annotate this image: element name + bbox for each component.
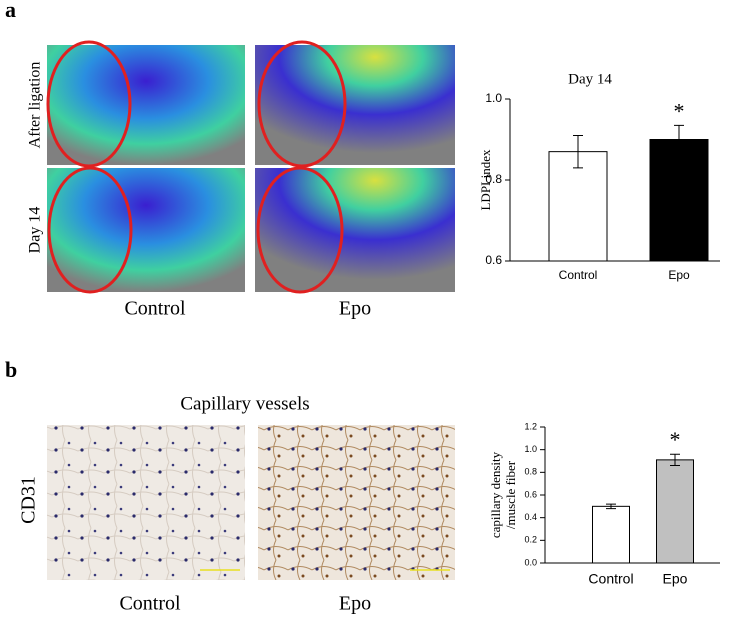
y-tick-label: 1.0 (524, 444, 537, 454)
y-tick-label: 0.2 (524, 535, 537, 545)
row-label: CD31 (18, 476, 40, 524)
column-label: Epo (339, 298, 371, 320)
panel-title: Capillary vessels (180, 393, 309, 414)
y-tick-label: 0.6 (524, 489, 537, 499)
column-label: Control (119, 593, 181, 615)
bar (548, 151, 608, 262)
panel-label: a (5, 0, 16, 22)
x-tick-label: Control (588, 571, 633, 587)
histology-images (47, 425, 455, 580)
error-bar (670, 453, 680, 467)
bar (592, 505, 630, 564)
x-tick-label: Epo (668, 268, 690, 282)
row-label: After ligation (27, 62, 44, 149)
error-bar (573, 134, 583, 169)
error-bar (606, 503, 616, 510)
y-tick-label: 1.0 (485, 91, 502, 105)
y-axis-label: /muscle fiber (503, 460, 518, 529)
row-label: Day 14 (27, 207, 44, 254)
column-label: Epo (339, 593, 371, 615)
y-tick-label: 0.8 (524, 467, 537, 477)
column-label: Control (124, 298, 186, 320)
bar (649, 139, 709, 262)
bar (656, 459, 694, 564)
ldpi-images (46, 40, 455, 294)
y-tick-label: 1.2 (524, 421, 537, 431)
y-tick-label: 0.8 (485, 172, 502, 186)
y-tick-label: 0.0 (524, 557, 537, 567)
x-tick-label: Epo (663, 571, 688, 587)
panel-label: b (5, 357, 17, 382)
significance-marker: * (670, 427, 681, 452)
error-bar (674, 124, 684, 155)
y-tick-label: 0.6 (485, 253, 502, 267)
y-tick-label: 0.4 (524, 512, 537, 522)
y-axis-label: capillary density (488, 451, 503, 538)
significance-marker: * (674, 98, 685, 123)
x-tick-label: Control (559, 268, 598, 282)
chart-title: Day 14 (568, 71, 612, 87)
y-axis-label: LDPI index (478, 149, 493, 211)
